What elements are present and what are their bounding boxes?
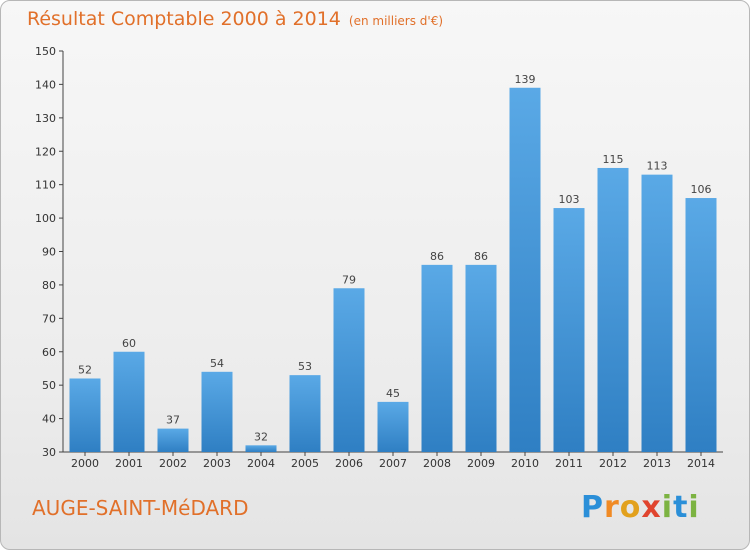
y-tick-label: 40 <box>42 413 56 426</box>
y-tick-label: 150 <box>35 45 56 58</box>
y-tick-label: 80 <box>42 279 56 292</box>
data-label: 103 <box>559 193 580 206</box>
x-tick-label: 2007 <box>379 457 407 470</box>
data-label: 113 <box>647 160 668 173</box>
bar-2002 <box>157 428 189 452</box>
y-tick-label: 110 <box>35 179 56 192</box>
y-tick-label: 120 <box>35 145 56 158</box>
x-tick-label: 2009 <box>467 457 495 470</box>
x-tick-label: 2013 <box>643 457 671 470</box>
chart-unit: (en milliers d'€) <box>348 14 444 28</box>
x-tick-label: 2012 <box>599 457 627 470</box>
data-label: 86 <box>474 250 488 263</box>
brand-letter: P <box>581 490 604 525</box>
y-tick-label: 130 <box>35 112 56 125</box>
data-label: 52 <box>78 363 92 376</box>
y-tick-label: 50 <box>42 379 56 392</box>
data-label: 115 <box>603 153 624 166</box>
chart-title-text: Résultat Comptable 2000 à 2014 <box>27 8 341 30</box>
bar-2008 <box>421 264 453 452</box>
x-tick-label: 2008 <box>423 457 451 470</box>
data-label: 53 <box>298 360 312 373</box>
brand-letter: x <box>641 490 662 525</box>
data-label: 54 <box>210 357 224 370</box>
x-tick-label: 2002 <box>159 457 187 470</box>
brand-letter: i <box>688 490 700 525</box>
bar-2000 <box>69 378 101 452</box>
x-tick-label: 2004 <box>247 457 275 470</box>
y-tick-label: 100 <box>35 212 56 225</box>
brand-letter: r <box>604 490 620 525</box>
brand-letter: t <box>673 490 689 525</box>
x-tick-label: 2001 <box>115 457 143 470</box>
proxiti-logo: Proxiti <box>581 490 700 525</box>
y-tick-label: 60 <box>42 346 56 359</box>
x-tick-label: 2011 <box>555 457 583 470</box>
y-tick-label: 30 <box>42 446 56 459</box>
chart-bars <box>69 87 717 453</box>
bar-2005 <box>289 375 321 452</box>
data-label: 60 <box>122 337 136 350</box>
data-label: 45 <box>386 387 400 400</box>
data-label: 86 <box>430 250 444 263</box>
data-label: 37 <box>166 414 180 427</box>
bar-2012 <box>597 167 629 453</box>
bar-2001 <box>113 351 145 452</box>
x-tick-label: 2005 <box>291 457 319 470</box>
data-label: 139 <box>515 73 536 86</box>
brand-letter: o <box>619 490 642 525</box>
bar-2003 <box>201 371 233 452</box>
chart-labels: 2000 52 2001 60 2002 37 2003 54 2004 32 2005 53 2006… <box>71 73 715 470</box>
x-tick-label: 2006 <box>335 457 363 470</box>
bar-2013 <box>641 174 673 452</box>
data-label: 32 <box>254 430 268 443</box>
x-tick-label: 2000 <box>71 457 99 470</box>
bar-2007 <box>377 401 409 452</box>
y-tick-label: 140 <box>35 78 56 91</box>
y-tick-label: 70 <box>42 312 56 325</box>
bar-2006 <box>333 288 365 452</box>
data-label: 79 <box>342 273 356 286</box>
bar-2014 <box>685 198 717 452</box>
x-tick-label: 2010 <box>511 457 539 470</box>
bar-2009 <box>465 264 497 452</box>
x-tick-label: 2003 <box>203 457 231 470</box>
x-tick-label: 2014 <box>687 457 715 470</box>
bar-2004 <box>245 445 277 452</box>
bar-2010 <box>509 87 541 452</box>
bar-2011 <box>553 208 585 452</box>
brand-letter: i <box>661 490 674 525</box>
data-label: 106 <box>691 183 712 196</box>
commune-name: AUGE-SAINT-MéDARD <box>32 496 249 520</box>
chart-title: Résultat Comptable 2000 à 2014 (en millie… <box>27 8 443 30</box>
y-tick-label: 90 <box>42 246 56 259</box>
